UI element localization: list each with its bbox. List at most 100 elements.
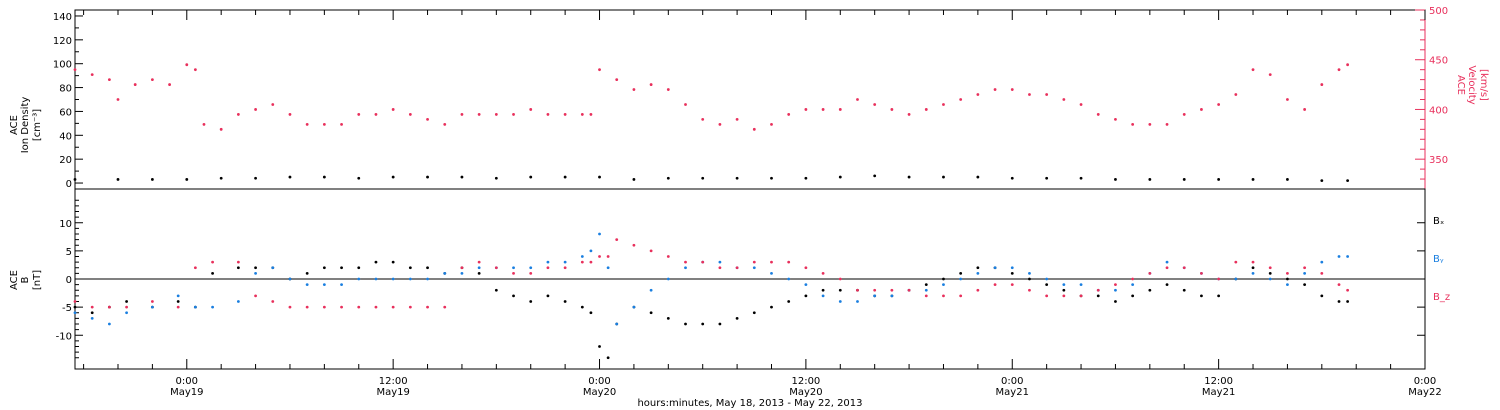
- b-series-1-point-38: [718, 260, 722, 264]
- top-series-0-point-7: [322, 175, 326, 179]
- top-series-1-point-47: [838, 108, 842, 111]
- top-series-1-point-49: [873, 103, 877, 106]
- b-series-1-point-53: [976, 271, 980, 275]
- top-series-1-point-43: [770, 122, 773, 126]
- b-series-2-point-19: [426, 305, 429, 309]
- top-series-1-point-39: [701, 117, 705, 121]
- top-panel-frame: [74, 9, 1426, 190]
- b-series-2-point-8: [236, 260, 240, 264]
- velocity-axis: 350 400 450 500: [1415, 6, 1448, 189]
- top-series-1-point-34: [615, 78, 619, 82]
- b-series-0-point-71: [1286, 277, 1289, 281]
- top-series-0-point-23: [873, 174, 877, 178]
- top-series-0-point-24: [907, 175, 911, 179]
- top-series-0-point-19: [735, 176, 739, 180]
- b-series-2-point-52: [959, 294, 963, 298]
- b-series-0-point-23: [494, 288, 498, 292]
- b-series-2-point-47: [873, 288, 877, 292]
- b-series-1-point-8: [236, 300, 240, 303]
- x-tick-time-6: 0:00: [1414, 376, 1436, 387]
- velocity-ylabel-line-2: Velocity: [1466, 65, 1477, 104]
- b-series-2-point-3: [125, 305, 128, 309]
- b-series-1-point-55: [1010, 266, 1014, 270]
- b-series-0-point-45: [838, 288, 842, 292]
- b-series-0-point-19: [426, 266, 429, 270]
- top-series-1-point-74: [1303, 108, 1307, 111]
- b-ylabel-line-3: [nT]: [32, 270, 43, 290]
- b-series-0-point-63: [1148, 288, 1152, 292]
- b-series-0-point-34: [649, 311, 653, 315]
- b-series-1-point-17: [391, 277, 395, 281]
- top-series-1-point-1: [90, 73, 94, 77]
- b-series-0-point-55: [1010, 271, 1014, 275]
- b-series-2-point-4: [150, 300, 154, 303]
- b-series-0-point-36: [684, 322, 687, 326]
- density-velocity-panel: 0 20 40 60 80 100 120 140 350 400 450 500 ACE Ion …: [9, 6, 1489, 190]
- top-series-0-point-37: [1346, 179, 1350, 183]
- b-series-1-point-26: [546, 260, 550, 264]
- b-series-0-point-31: [606, 356, 610, 360]
- top-series-1-point-50: [890, 108, 894, 111]
- b-series-1-point-6: [193, 305, 197, 309]
- b-series-2-point-6: [193, 266, 197, 270]
- velocity-tick-label-3: 500: [1429, 6, 1448, 17]
- top-series-0-point-25: [942, 175, 945, 179]
- b-series-1-point-27: [563, 260, 567, 264]
- top-series-1-point-23: [443, 122, 447, 126]
- density-tick-label-7: 140: [53, 12, 72, 23]
- b-series-0-point-40: [752, 311, 756, 315]
- top-series-0-point-28: [1045, 176, 1049, 180]
- top-series-0-point-32: [1182, 178, 1186, 181]
- velocity-tick-label-0: 350: [1429, 155, 1448, 166]
- b-series-2-point-11: [288, 305, 292, 309]
- top-series-1-point-7: [185, 63, 189, 67]
- b-series-0-point-9: [254, 266, 257, 270]
- top-series-1-point-6: [168, 83, 171, 86]
- b-series-2-point-0: [73, 300, 77, 303]
- b-series-1-point-73: [1320, 260, 1324, 264]
- b-series-1-point-71: [1286, 283, 1289, 287]
- b-series-0-point-58: [1062, 288, 1066, 292]
- top-series-1-point-59: [1045, 93, 1049, 96]
- velocity-tick-label-2: 450: [1429, 56, 1448, 67]
- b-series-1-point-72: [1303, 271, 1307, 275]
- b-series-2-point-72: [1303, 266, 1307, 270]
- top-series-0-point-1: [116, 178, 120, 181]
- top-series-0-point-34: [1251, 178, 1255, 181]
- x-tick-time-0: 0:00: [176, 376, 198, 387]
- b-series-0-point-17: [391, 260, 395, 264]
- top-series-1-point-30: [563, 113, 567, 116]
- b-series-1-point-42: [787, 277, 791, 281]
- top-series-1-point-41: [735, 117, 739, 121]
- top-series-0-point-30: [1114, 178, 1117, 181]
- b-series-2-point-62: [1131, 277, 1135, 281]
- b-series-2-point-38: [718, 266, 722, 270]
- b-series-0-point-13: [322, 266, 326, 270]
- b-series-1-point-50: [924, 288, 928, 292]
- top-series-1-point-33: [598, 68, 601, 72]
- b-series-1-point-3: [125, 311, 128, 315]
- top-series-1-point-3: [116, 98, 120, 101]
- b-series-0-point-56: [1028, 277, 1031, 281]
- x-tick-day-0: May19: [170, 387, 203, 398]
- top-series-1-point-61: [1079, 103, 1083, 106]
- top-series-1-point-15: [305, 122, 309, 126]
- b-series-2-point-22: [477, 260, 481, 264]
- b-series-0-point-18: [408, 266, 412, 270]
- b-series-2-point-9: [254, 294, 257, 298]
- b-series-1-point-69: [1251, 271, 1255, 275]
- b-series-2-point-50: [924, 294, 928, 298]
- top-series-0-point-20: [770, 176, 773, 180]
- b-series-0-point-29: [589, 311, 593, 315]
- b-series-1-point-22: [477, 266, 481, 270]
- x-tick-time-5: 12:00: [1204, 376, 1233, 387]
- x-tick-day-4: May21: [996, 387, 1029, 398]
- x-tick-day-3: May20: [789, 387, 822, 398]
- b-series-0-point-73: [1320, 294, 1324, 298]
- b-series-2-point-73: [1320, 271, 1324, 275]
- b-series-1-point-36: [684, 266, 687, 270]
- top-series-1-point-14: [288, 113, 292, 116]
- b-series-0-point-8: [236, 266, 240, 270]
- b-series-2-point-48: [890, 288, 894, 292]
- density-ylabel-line-1: ACE: [9, 115, 20, 135]
